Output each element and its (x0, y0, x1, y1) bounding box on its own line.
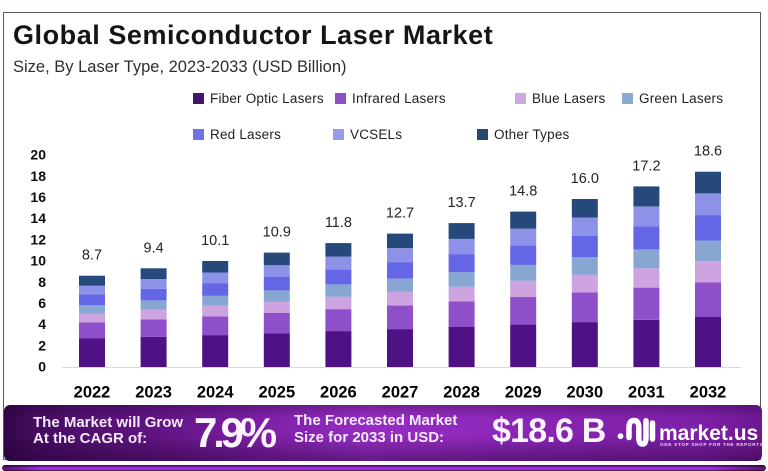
svg-text:2026: 2026 (320, 384, 357, 402)
svg-text:10.9: 10.9 (263, 225, 291, 241)
svg-text:9.4: 9.4 (144, 240, 164, 256)
svg-text:2028: 2028 (443, 384, 480, 402)
svg-text:6: 6 (38, 295, 46, 311)
svg-text:20: 20 (30, 147, 46, 163)
svg-text:10: 10 (30, 253, 46, 269)
svg-text:13.7: 13.7 (447, 195, 475, 211)
svg-text:18.6: 18.6 (694, 144, 722, 160)
svg-text:11.8: 11.8 (325, 215, 352, 231)
svg-text:2: 2 (38, 337, 46, 353)
svg-text:16.0: 16.0 (571, 171, 599, 187)
svg-text:12.7: 12.7 (386, 206, 414, 222)
svg-text:10.1: 10.1 (201, 233, 229, 249)
svg-text:market.us: market.us (659, 422, 758, 445)
svg-text:14.8: 14.8 (509, 184, 537, 200)
svg-text:2022: 2022 (74, 384, 111, 402)
svg-text:8.7: 8.7 (82, 248, 102, 264)
svg-text:18: 18 (30, 168, 46, 184)
svg-text:2025: 2025 (258, 384, 295, 402)
svg-text:ONE STOP SHOP FOR THE REPORTS: ONE STOP SHOP FOR THE REPORTS (660, 442, 764, 447)
svg-text:2031: 2031 (628, 384, 665, 402)
svg-text:8: 8 (38, 274, 46, 290)
svg-text:12: 12 (30, 231, 46, 247)
svg-text:14: 14 (30, 210, 46, 226)
svg-text:4: 4 (38, 316, 46, 332)
svg-text:2029: 2029 (505, 384, 542, 402)
svg-text:2030: 2030 (566, 384, 603, 402)
svg-text:16: 16 (30, 189, 46, 205)
svg-text:0: 0 (38, 359, 46, 375)
svg-text:2027: 2027 (382, 384, 419, 402)
svg-text:17.2: 17.2 (632, 158, 660, 174)
svg-text:2032: 2032 (690, 384, 727, 402)
svg-text:2023: 2023 (135, 384, 172, 402)
svg-text:2024: 2024 (197, 384, 235, 402)
